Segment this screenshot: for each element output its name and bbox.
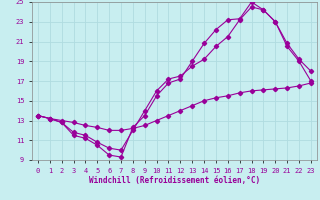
X-axis label: Windchill (Refroidissement éolien,°C): Windchill (Refroidissement éolien,°C)	[89, 176, 260, 185]
